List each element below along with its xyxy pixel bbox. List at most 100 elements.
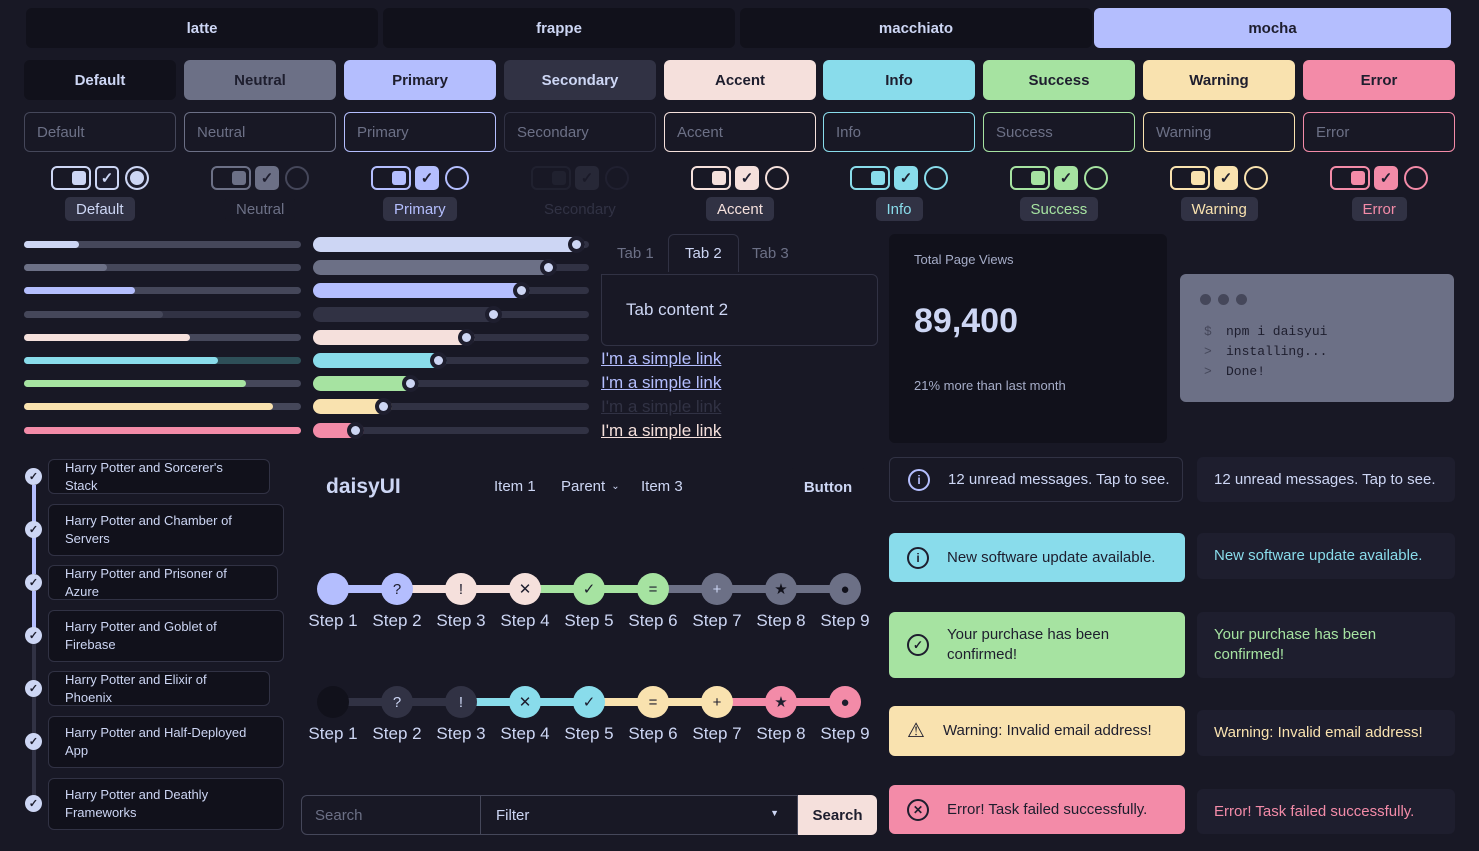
error-range-slider[interactable] — [313, 421, 589, 439]
accent-range-slider[interactable] — [313, 328, 589, 346]
navbar-button[interactable]: Button — [789, 468, 867, 506]
accent-button[interactable]: Accent — [664, 60, 816, 100]
primary-range-slider[interactable] — [313, 282, 589, 300]
range-thumb[interactable] — [485, 305, 503, 323]
range-thumb[interactable] — [402, 375, 420, 393]
tab-latte[interactable]: latte — [26, 8, 378, 48]
default-checkbox[interactable]: ✓ — [95, 166, 119, 190]
secondary-toggle[interactable] — [531, 166, 571, 190]
tab-mocha[interactable]: mocha — [1094, 8, 1451, 48]
range-fill — [313, 399, 392, 415]
primary-input[interactable]: Primary — [344, 112, 496, 152]
step-label: Step 8 — [756, 611, 806, 630]
neutral-toggle[interactable] — [211, 166, 251, 190]
accent-input[interactable]: Accent — [664, 112, 816, 152]
default-input[interactable]: Default — [24, 112, 176, 152]
secondary-button[interactable]: Secondary — [504, 60, 656, 100]
primary-radio[interactable] — [445, 166, 469, 190]
secondary-range-slider[interactable] — [313, 305, 589, 323]
neutral-range-slider[interactable] — [313, 259, 589, 277]
simple-link-accent[interactable]: I'm a simple link — [601, 421, 722, 440]
step-indicator: = — [637, 573, 669, 605]
primary-toggle[interactable] — [371, 166, 411, 190]
error-input[interactable]: Error — [1303, 112, 1455, 152]
tab-frappe[interactable]: frappe — [383, 8, 735, 48]
filter-select[interactable]: Filter ▼ — [480, 795, 798, 835]
range-thumb[interactable] — [540, 259, 558, 277]
secondary-checkbox[interactable]: ✓ — [575, 166, 599, 190]
range-thumb[interactable] — [568, 236, 585, 253]
default-radio[interactable] — [125, 166, 149, 190]
warning-input[interactable]: Warning — [1143, 112, 1295, 152]
info-toggle[interactable] — [850, 166, 890, 190]
neutral-input[interactable]: Neutral — [184, 112, 336, 152]
neutral-button[interactable]: Neutral — [184, 60, 336, 100]
neutral-checkbox[interactable]: ✓ — [255, 166, 279, 190]
error-toggle[interactable] — [1330, 166, 1370, 190]
tab-macchiato[interactable]: macchiato — [740, 8, 1092, 48]
simple-link[interactable]: I'm a simple link — [601, 373, 722, 392]
tab-3[interactable]: Tab 3 — [752, 244, 789, 262]
default-toggle[interactable] — [51, 166, 91, 190]
error-radio[interactable] — [1404, 166, 1428, 190]
primary-button[interactable]: Primary — [344, 60, 496, 100]
toggle-knob — [552, 171, 566, 185]
accent-radio[interactable] — [765, 166, 789, 190]
nav-parent-label: Parent — [561, 478, 606, 495]
success-toggle[interactable] — [1010, 166, 1050, 190]
neutral-radio[interactable] — [285, 166, 309, 190]
primary-checkbox[interactable]: ✓ — [415, 166, 439, 190]
success-radio[interactable] — [1084, 166, 1108, 190]
nav-item-1[interactable]: Item 1 — [494, 478, 536, 495]
success-input[interactable]: Success — [983, 112, 1135, 152]
alert-error: ✕ Error! Task failed successfully. — [889, 785, 1185, 834]
search-button[interactable]: Search — [798, 795, 877, 835]
step-label: Step 5 — [564, 724, 614, 743]
success-button[interactable]: Success — [983, 60, 1135, 100]
default-range-slider[interactable] — [313, 236, 589, 253]
default-progress — [24, 241, 301, 248]
navbar-brand[interactable]: daisyUI — [326, 475, 401, 498]
range-thumb[interactable] — [374, 398, 392, 416]
simple-link[interactable]: I'm a simple link — [601, 349, 722, 368]
warning-toggle[interactable] — [1170, 166, 1210, 190]
info-progress — [24, 357, 301, 364]
warning-radio[interactable] — [1244, 166, 1268, 190]
info-button[interactable]: Info — [823, 60, 975, 100]
info-range-slider[interactable] — [313, 352, 589, 369]
search-group: Search Filter ▼ Search — [301, 795, 877, 835]
step-connector — [589, 698, 653, 706]
success-range-slider[interactable] — [313, 375, 589, 393]
info-radio[interactable] — [924, 166, 948, 190]
range-thumb[interactable] — [430, 352, 447, 369]
step-connector — [653, 585, 717, 593]
toggle-knob — [1031, 171, 1045, 185]
range-thumb[interactable] — [457, 328, 475, 346]
success-checkbox[interactable]: ✓ — [1054, 166, 1078, 190]
error-checkbox[interactable]: ✓ — [1374, 166, 1398, 190]
info-checkbox[interactable]: ✓ — [894, 166, 918, 190]
success-progress — [24, 380, 301, 388]
search-input[interactable]: Search — [301, 795, 481, 835]
range-thumb[interactable] — [512, 282, 530, 300]
secondary-input[interactable]: Secondary — [504, 112, 656, 152]
secondary-radio[interactable] — [605, 166, 629, 190]
tab-2[interactable]: Tab 2 — [668, 234, 739, 272]
accent-toggle[interactable] — [691, 166, 731, 190]
range-thumb[interactable] — [347, 421, 365, 439]
secondary-badge: Secondary — [533, 197, 627, 221]
warning-range-slider[interactable] — [313, 398, 589, 416]
warning-checkbox[interactable]: ✓ — [1214, 166, 1238, 190]
timeline-connector — [32, 537, 36, 574]
error-button[interactable]: Error — [1303, 60, 1455, 100]
nav-parent[interactable]: Parent ⌄ — [561, 478, 620, 495]
info-input[interactable]: Info — [823, 112, 975, 152]
accent-checkbox[interactable]: ✓ — [735, 166, 759, 190]
warning-button[interactable]: Warning — [1143, 60, 1295, 100]
step-connector — [333, 698, 397, 706]
tab-1[interactable]: Tab 1 — [617, 244, 654, 262]
default-button[interactable]: Default — [24, 60, 176, 100]
nav-item-3[interactable]: Item 3 — [641, 478, 683, 495]
step-label: Step 9 — [820, 611, 870, 630]
simple-link-disabled[interactable]: I'm a simple link — [601, 397, 722, 416]
